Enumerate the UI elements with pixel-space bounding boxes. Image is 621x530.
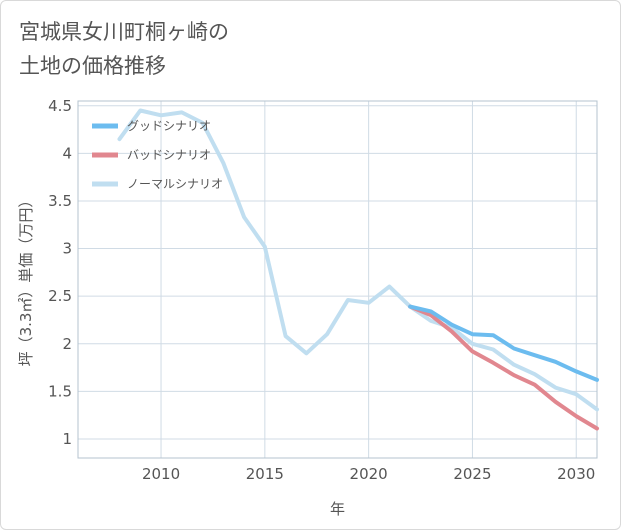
y-tick-label: 4 [62, 144, 72, 162]
y-tick-label: 2 [62, 335, 72, 353]
x-tick-label: 2015 [246, 465, 284, 483]
y-tick-label: 3 [62, 240, 72, 258]
x-tick-label: 2010 [142, 465, 180, 483]
y-tick-label: 2.5 [48, 287, 72, 305]
y-axis-title: 坪（3.3㎡）単価（万円） [17, 193, 35, 367]
plot-border [77, 100, 598, 459]
y-tick-label: 3.5 [48, 192, 72, 210]
legend-label-normal: ノーマルシナリオ [127, 177, 223, 191]
y-tick-label: 4.5 [48, 97, 72, 115]
x-tick-label: 2025 [453, 465, 491, 483]
x-tick-label: 2030 [557, 465, 595, 483]
series-layer [117, 108, 599, 431]
tick-layer: 2010 2015 2020 2025 2030 1 1.5 2 2.5 3 3.5 4 4.5 [48, 97, 595, 483]
x-axis-title: 年 [330, 500, 345, 518]
series-line-good [408, 304, 599, 382]
chart-title: 宮城県女川町桐ヶ崎の 土地の価格推移 [19, 20, 229, 78]
series-line-normal [117, 108, 599, 412]
y-tick-label: 1.5 [48, 382, 72, 400]
grid-layer [78, 101, 597, 458]
y-tick-label: 1 [62, 430, 72, 448]
series-line-bad [408, 304, 599, 431]
legend-label-good: グッドシナリオ [127, 119, 211, 133]
legend-label-bad: バッドシナリオ [127, 148, 211, 162]
x-tick-label: 2020 [350, 465, 388, 483]
